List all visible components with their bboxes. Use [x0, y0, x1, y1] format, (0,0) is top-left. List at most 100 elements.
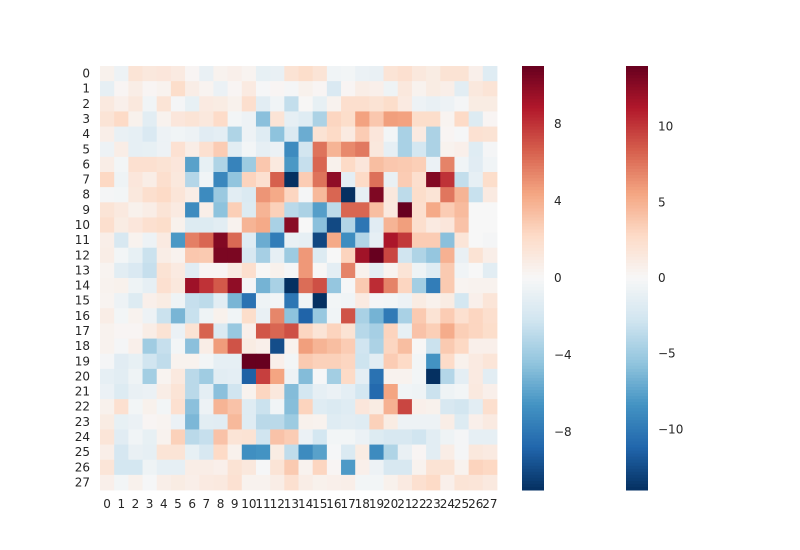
colorbar-segment: [626, 244, 648, 249]
row-tick-label: 17: [75, 324, 90, 338]
heatmap-cell: [397, 384, 413, 400]
heatmap-cell: [156, 474, 172, 491]
colorbar-segment: [626, 205, 648, 209]
heatmap-cell: [326, 353, 342, 370]
colorbar-segment: [522, 465, 544, 470]
heatmap-cell: [355, 338, 370, 355]
heatmap-cell: [185, 444, 200, 461]
colorbar-segment: [522, 123, 544, 128]
heatmap-cell: [355, 429, 370, 445]
heatmap-cell: [383, 81, 399, 97]
colorbar-segment: [522, 320, 544, 324]
heatmap-cell: [440, 111, 455, 127]
colorbar-segment: [522, 335, 544, 340]
heatmap-cell: [383, 308, 399, 324]
row-tick-labels: 0123456789101112131415161718192021222324…: [75, 67, 90, 490]
colorbar-segment: [522, 217, 544, 221]
colorbar-segment: [626, 159, 648, 164]
heatmap-cell: [454, 96, 470, 112]
heatmap-cell: [383, 156, 399, 173]
heatmap-cell: [156, 96, 172, 112]
heatmap-cell: [185, 202, 200, 218]
heatmap-cell: [227, 66, 243, 82]
heatmap-cell: [284, 247, 299, 264]
heatmap-cell: [454, 66, 470, 82]
heatmap-cell: [170, 172, 186, 188]
heatmap-cell: [341, 81, 356, 97]
row-tick-label: 10: [75, 218, 90, 232]
colorbar-segment: [522, 441, 544, 446]
heatmap-cell: [270, 172, 285, 188]
heatmap-cell: [397, 172, 413, 188]
heatmap-cell: [312, 474, 328, 491]
heatmap-cell: [411, 126, 427, 143]
heatmap-cell: [468, 111, 484, 127]
heatmap-cell: [411, 414, 427, 430]
heatmap-cell: [341, 459, 356, 476]
heatmap-cell: [114, 414, 129, 430]
heatmap-cell: [270, 323, 285, 339]
heatmap-cell: [468, 338, 484, 355]
heatmap-cell: [142, 429, 158, 445]
heatmap-cell: [142, 262, 158, 279]
heatmap-cell: [241, 232, 257, 249]
heatmap-cell: [114, 459, 129, 476]
heatmap-cell: [156, 217, 172, 233]
heatmap-cell: [156, 323, 172, 339]
heatmap-cell: [341, 474, 356, 491]
colorbar-segment: [522, 423, 544, 427]
heatmap-cell: [255, 353, 271, 370]
colorbar-segment: [626, 426, 648, 430]
heatmap-cell: [355, 232, 370, 249]
colorbar-segment: [522, 396, 544, 400]
heatmap-cell: [227, 399, 243, 415]
heatmap-cell: [397, 111, 413, 127]
heatmap-cell: [284, 278, 299, 294]
heatmap-cell: [440, 141, 455, 158]
heatmap-cell: [114, 308, 129, 324]
heatmap-cell: [355, 308, 370, 324]
heatmap-cell: [468, 217, 484, 233]
heatmap-cell: [114, 232, 129, 249]
heatmap-cell: [312, 126, 328, 143]
heatmap-cell: [100, 308, 115, 324]
heatmap-cell: [142, 66, 158, 82]
heatmap-cell: [284, 126, 299, 143]
column-tick-label: 15: [312, 497, 327, 511]
row-tick-label: 26: [75, 460, 90, 474]
heatmap-cell: [355, 81, 370, 97]
row-tick-label: 21: [75, 385, 90, 399]
heatmap-cell: [185, 399, 200, 415]
colorbar-segment: [522, 178, 544, 182]
heatmap-cell: [199, 172, 214, 188]
heatmap-cell: [128, 232, 143, 249]
heatmap-cell: [326, 262, 342, 279]
heatmap-cell: [369, 293, 384, 309]
heatmap-cell: [326, 444, 342, 461]
colorbar-segment: [626, 326, 648, 330]
heatmap-cell: [213, 81, 229, 97]
colorbar-segment: [626, 138, 648, 143]
heatmap-cell: [142, 323, 158, 339]
heatmap-cell: [426, 414, 441, 430]
colorbar-segment: [522, 108, 544, 112]
heatmap-cell: [227, 156, 243, 173]
heatmap-cell: [454, 459, 470, 476]
heatmap-cell: [468, 278, 484, 294]
heatmap-cell: [284, 232, 299, 249]
heatmap-cell: [440, 202, 455, 218]
heatmap-cell: [440, 353, 455, 370]
heatmap-cell: [426, 232, 441, 249]
heatmap-cell: [270, 338, 285, 355]
colorbar-segment: [522, 138, 544, 143]
column-tick-label: 19: [369, 497, 384, 511]
heatmap-cell: [426, 384, 441, 400]
colorbar-segment: [626, 341, 648, 346]
colorbar-segment: [626, 96, 648, 100]
heatmap-cell: [255, 399, 271, 415]
heatmap-cell: [213, 338, 229, 355]
colorbar-segment: [522, 247, 544, 252]
colorbar-segment: [522, 259, 544, 264]
heatmap-cell: [170, 66, 186, 82]
heatmap-cell: [468, 353, 484, 370]
